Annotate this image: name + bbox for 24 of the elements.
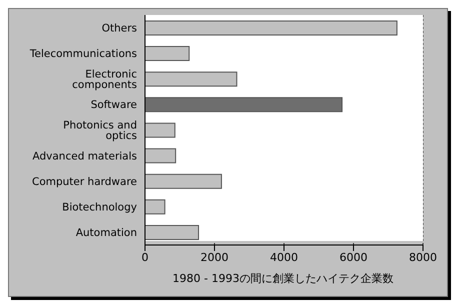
x-tick-label: 0 — [142, 250, 148, 264]
bar — [145, 148, 176, 164]
x-tick-label: 2000 — [200, 250, 228, 264]
x-axis-title: 1980 - 1993の間に創業したハイテク企業数 — [172, 271, 394, 286]
y-tick-label: Electronic components — [72, 68, 138, 91]
bar — [145, 199, 166, 214]
bar — [145, 174, 222, 189]
bar — [145, 46, 190, 62]
x-tick-label: 4000 — [270, 250, 298, 264]
y-tick-label: Software — [90, 99, 137, 112]
y-tick-label: Others — [102, 22, 137, 35]
y-tick-label: Automation — [76, 226, 137, 239]
x-tick-label: 6000 — [340, 250, 368, 264]
bar — [145, 97, 343, 112]
y-tick-label: Telecommunications — [28, 48, 137, 60]
bar — [145, 224, 200, 240]
x-tick-label: 8000 — [409, 250, 437, 264]
bar — [145, 20, 398, 36]
y-tick-label: Advanced materials — [32, 150, 137, 162]
y-tick-label: Biotechnology — [62, 201, 137, 214]
y-tick-label: Photonics and optics — [63, 119, 137, 142]
bar — [145, 122, 176, 138]
y-tick-label: Computer hardware — [32, 176, 137, 188]
bar — [145, 72, 238, 87]
